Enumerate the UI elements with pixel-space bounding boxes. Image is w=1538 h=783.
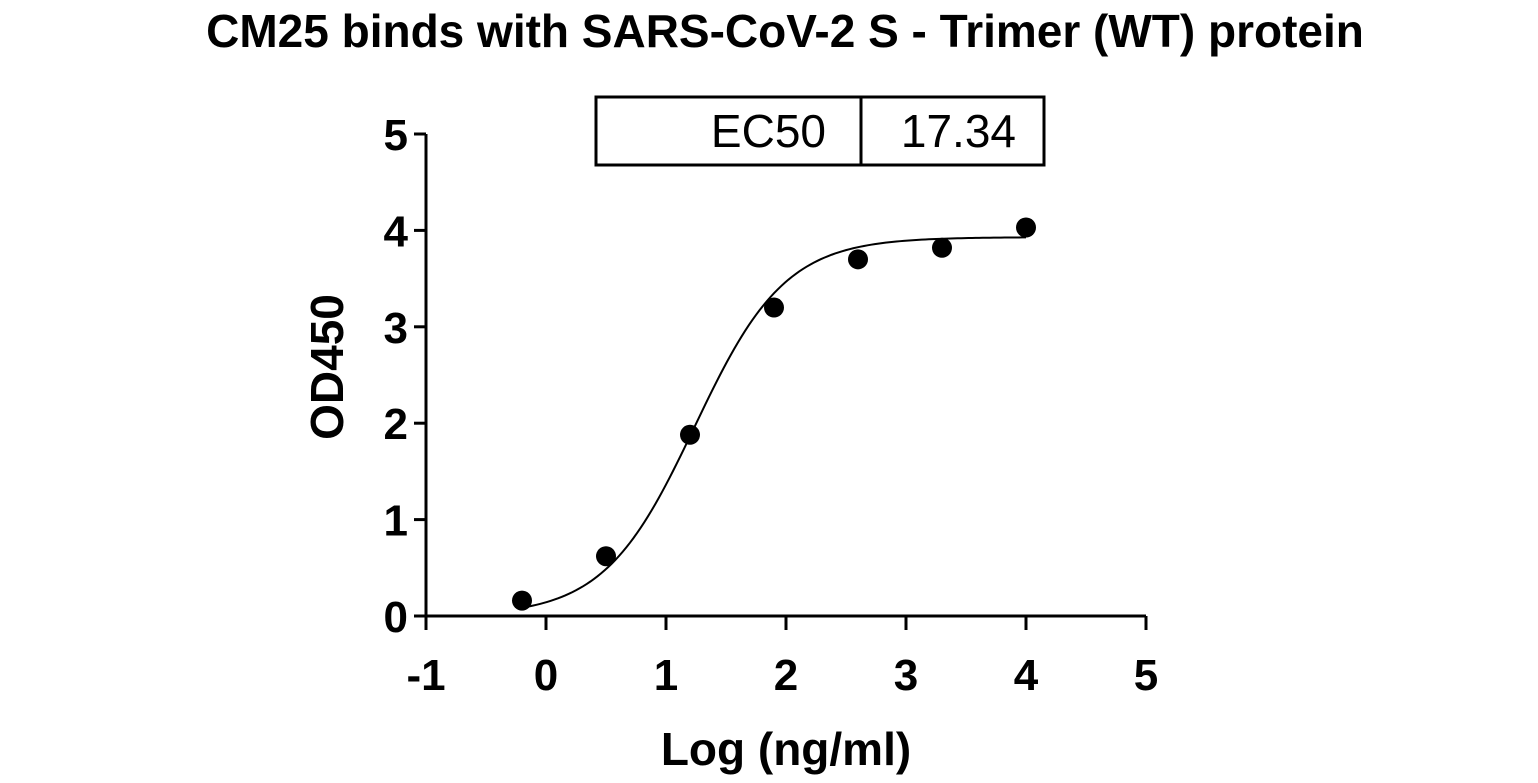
y-tick-label: 0 xyxy=(384,593,408,642)
data-point xyxy=(512,590,532,611)
data-point xyxy=(1016,217,1036,238)
y-tick-label: 1 xyxy=(384,497,408,546)
data-point xyxy=(680,424,700,445)
data-point xyxy=(764,297,784,318)
x-tick-label: -1 xyxy=(406,651,445,700)
data-point xyxy=(596,546,616,567)
y-axis-label: OD450 xyxy=(301,294,353,440)
y-tick-label: 3 xyxy=(384,304,408,353)
x-axis-label: Log (ng/ml) xyxy=(661,723,911,775)
data-point xyxy=(848,249,868,270)
ec50-value: 17.34 xyxy=(901,105,1016,157)
x-tick-label: 3 xyxy=(894,651,918,700)
y-tick-label: 5 xyxy=(384,111,408,160)
ec50-label: EC50 xyxy=(711,105,826,157)
chart-title: CM25 binds with SARS-CoV-2 S - Trimer (W… xyxy=(206,5,1364,57)
y-ticks: 0 1 2 3 4 5 xyxy=(384,111,426,642)
x-tick-label: 4 xyxy=(1014,651,1039,700)
x-ticks: -1 0 1 2 3 4 5 xyxy=(406,616,1158,700)
x-tick-label: 0 xyxy=(534,651,558,700)
x-tick-label: 1 xyxy=(654,651,678,700)
ec50-table-border xyxy=(594,95,1046,167)
x-tick-label: 5 xyxy=(1134,651,1158,700)
x-tick-label: 2 xyxy=(774,651,798,700)
y-tick-label: 4 xyxy=(384,207,409,256)
data-points xyxy=(512,217,1036,611)
ec50-table: EC50 17.34 xyxy=(594,95,1046,167)
data-point xyxy=(932,237,952,258)
y-tick-label: 2 xyxy=(384,400,408,449)
